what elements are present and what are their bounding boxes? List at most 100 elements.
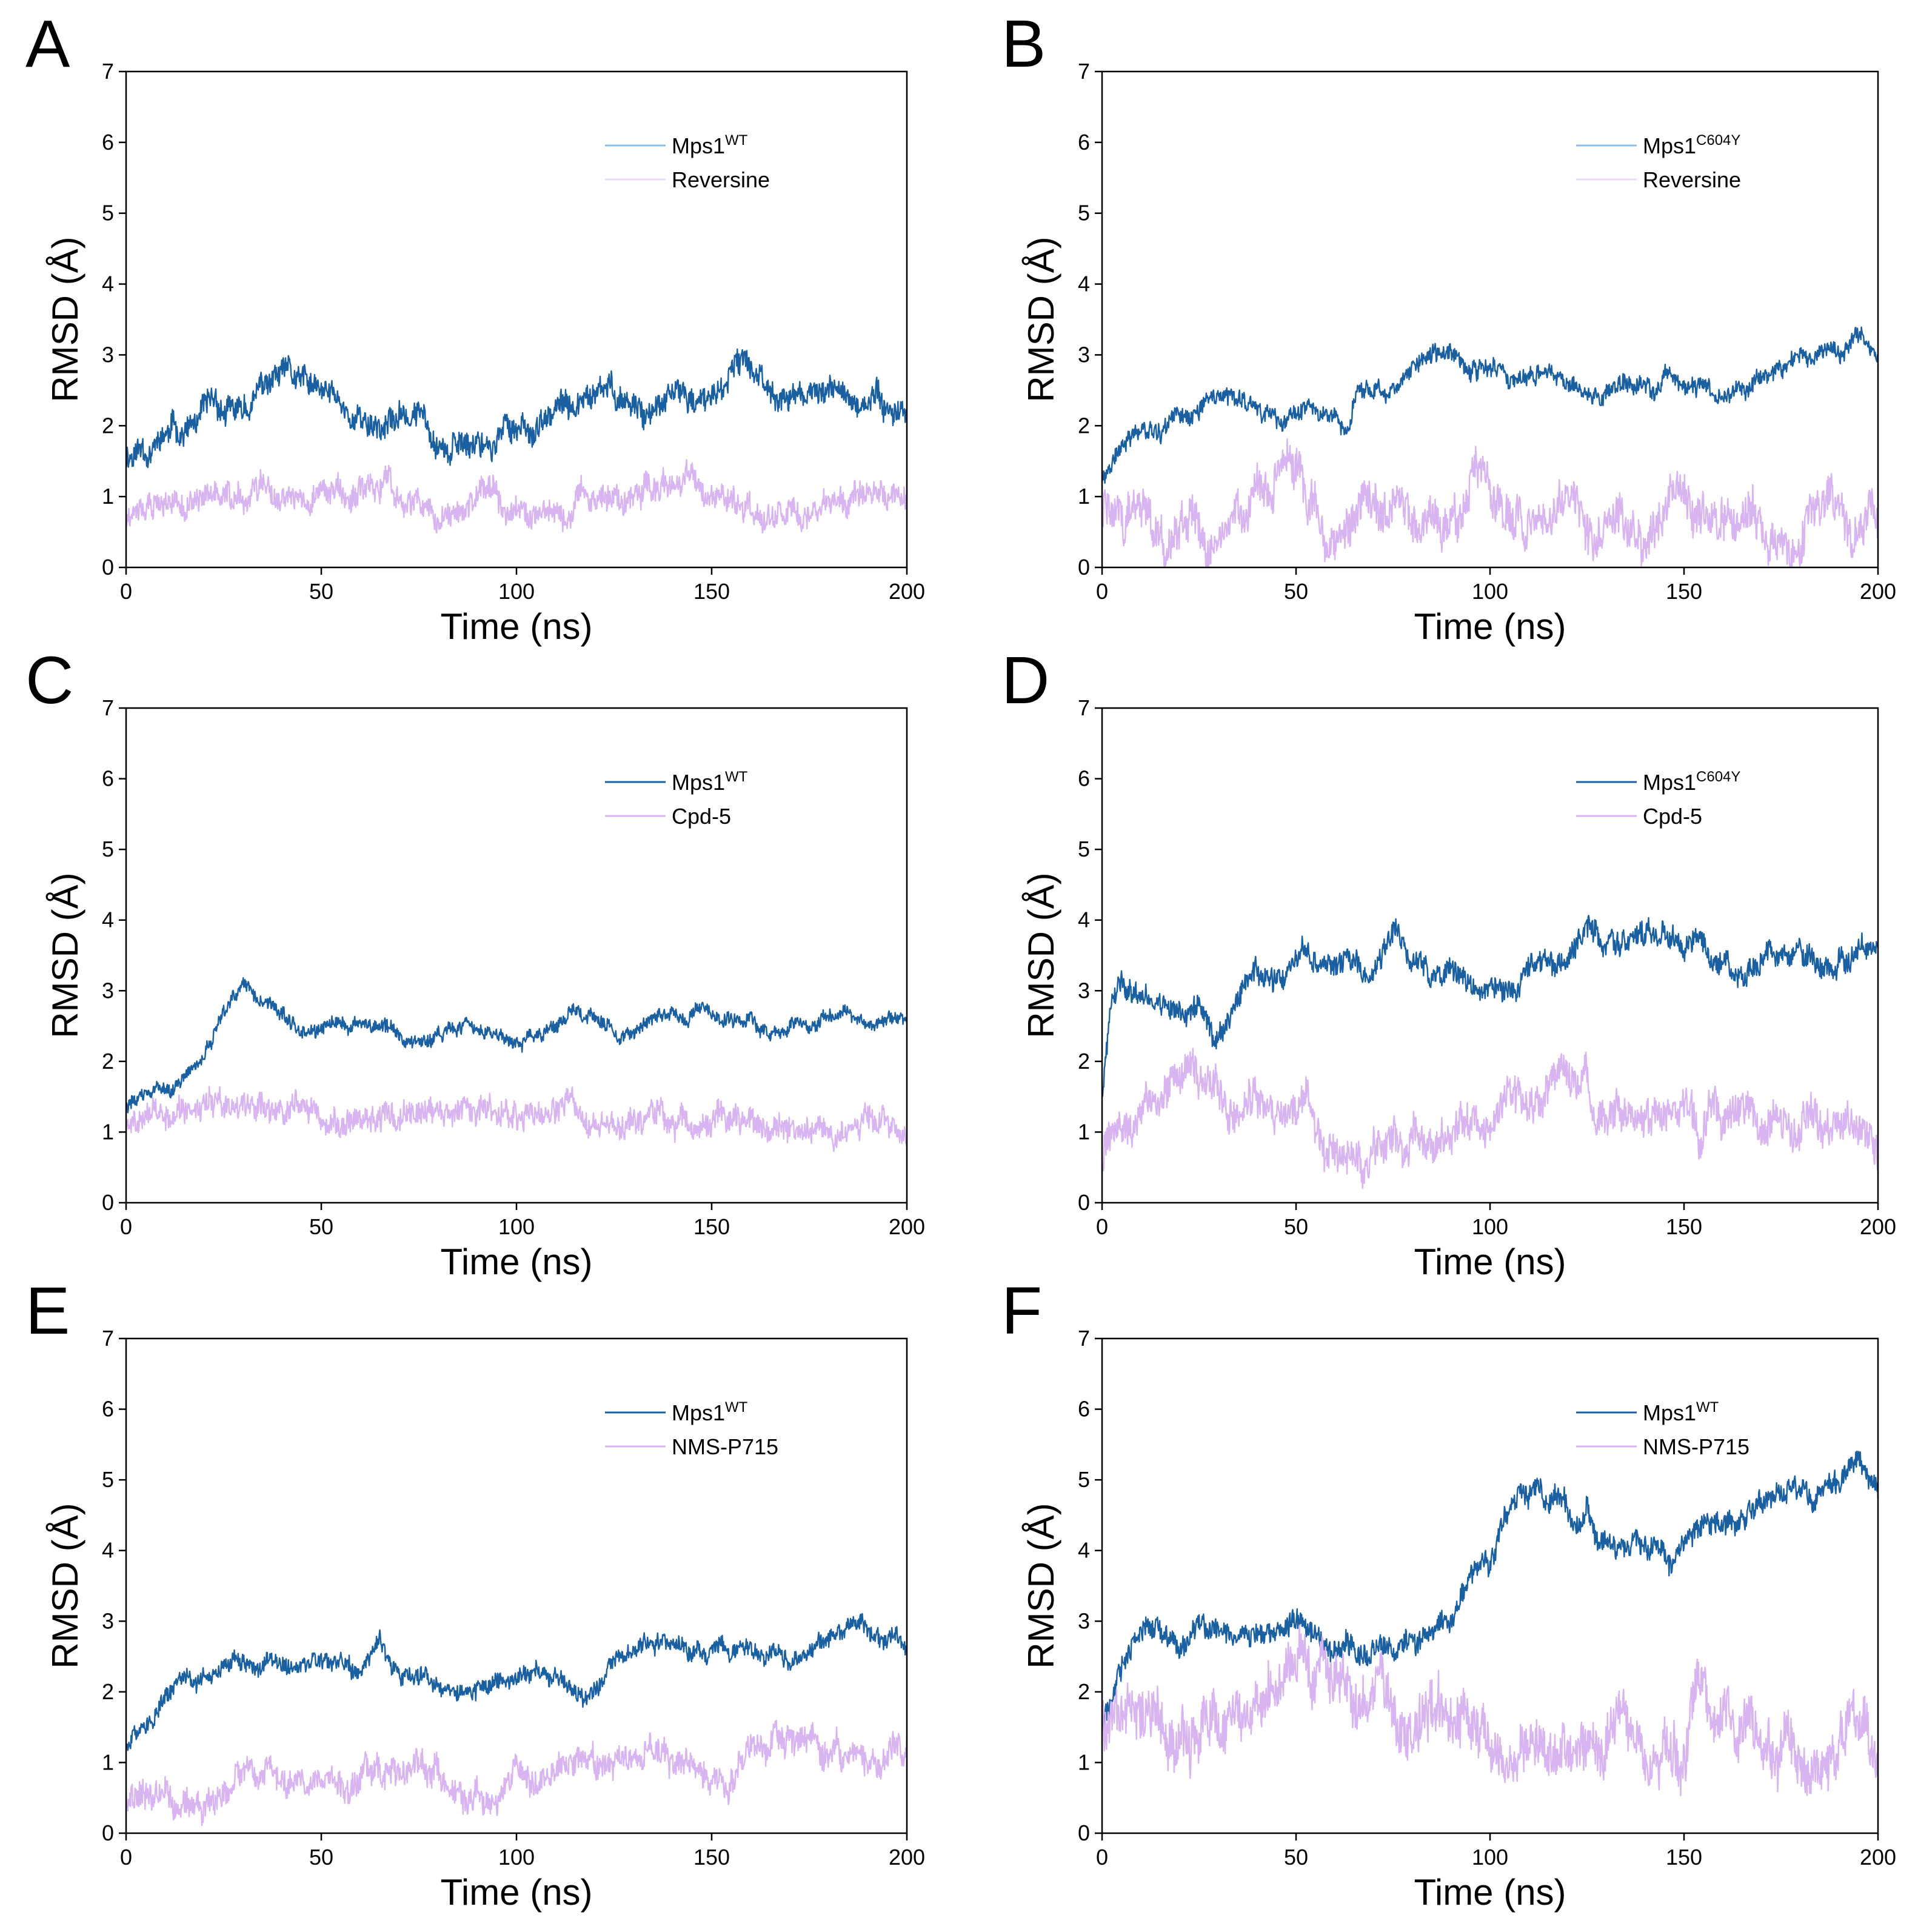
x-tick-label: 150 [1666, 1214, 1702, 1239]
y-tick-label: 2 [1078, 1049, 1090, 1074]
panel-F: F 0 1 2 3 4 5 6 7 0 50 100 150 200 Time (ns) RMSD (Å) Mp… [1001, 1274, 1896, 1913]
y-tick-label: 2 [102, 1679, 114, 1704]
series-line-protein [1101, 915, 1879, 1097]
legend-name: Mps1 [672, 133, 725, 158]
y-tick-label: 6 [1078, 1397, 1090, 1422]
panel-letter: F [1001, 1274, 1042, 1348]
x-axis-label: Time (ns) [1414, 1242, 1566, 1282]
y-tick-label: 4 [102, 908, 114, 932]
series-line-ligand [1101, 1048, 1879, 1189]
x-tick-label: 50 [309, 1845, 333, 1870]
x-tick-label: 150 [693, 1845, 730, 1870]
legend-label: Mps1WT [672, 769, 748, 795]
y-tick-label: 7 [102, 695, 114, 720]
y-axis-label: RMSD (Å) [45, 872, 85, 1038]
y-tick-label: 4 [102, 1538, 114, 1563]
y-axis-label: RMSD (Å) [1021, 1503, 1061, 1668]
x-tick-label: 100 [1472, 1845, 1508, 1870]
panel-letter: B [1001, 7, 1046, 81]
y-tick-label: 5 [102, 1467, 114, 1492]
legend-name: Reversine [672, 167, 770, 192]
x-tick-label: 200 [1860, 1214, 1896, 1239]
y-tick-label: 3 [1078, 978, 1090, 1003]
series-line-protein [1101, 1450, 1879, 1728]
y-axis-label: RMSD (Å) [1021, 872, 1061, 1038]
series-line-ligand [125, 1086, 908, 1152]
legend-label: Cpd-5 [1643, 804, 1702, 829]
panel-letter: C [25, 643, 73, 718]
y-tick-label: 5 [1078, 1467, 1090, 1492]
y-tick-label: 2 [102, 1049, 114, 1074]
x-tick-label: 150 [693, 1214, 730, 1239]
legend-label: Mps1WT [1643, 1399, 1719, 1425]
legend-label: NMS-P715 [1643, 1434, 1749, 1459]
y-tick-label: 1 [1078, 1750, 1090, 1774]
y-tick-label: 0 [102, 555, 114, 580]
x-axis-label: Time (ns) [440, 606, 592, 647]
y-tick-label: 4 [1078, 272, 1090, 296]
y-tick-label: 2 [1078, 413, 1090, 438]
legend-superscript: WT [725, 769, 748, 785]
y-tick-label: 6 [102, 766, 114, 791]
series-line-ligand [1101, 1624, 1879, 1797]
y-tick-label: 3 [102, 342, 114, 367]
legend-superscript: WT [725, 132, 748, 149]
x-tick-label: 50 [1284, 1845, 1308, 1870]
x-tick-label: 50 [1284, 1214, 1308, 1239]
y-tick-label: 5 [1078, 837, 1090, 861]
series-line-ligand [125, 459, 908, 534]
panel-letter: E [25, 1274, 70, 1348]
y-tick-label: 5 [102, 837, 114, 861]
x-tick-label: 0 [1096, 1214, 1108, 1239]
panel-letter: A [25, 7, 70, 81]
x-tick-label: 200 [889, 579, 925, 604]
series-line-protein [1101, 326, 1879, 484]
y-tick-label: 0 [1078, 1820, 1090, 1845]
x-tick-label: 200 [889, 1845, 925, 1870]
y-tick-label: 1 [102, 1750, 114, 1774]
y-axis-label: RMSD (Å) [45, 236, 85, 402]
x-tick-label: 150 [1666, 1845, 1702, 1870]
legend-name: NMS-P715 [672, 1434, 778, 1459]
legend-superscript: WT [1696, 1399, 1719, 1416]
y-tick-label: 4 [1078, 908, 1090, 932]
x-tick-label: 0 [1096, 579, 1108, 604]
panel-D: D 0 1 2 3 4 5 6 7 0 50 100 150 200 Time (ns) RMSD (Å) Mp… [1001, 643, 1896, 1282]
x-tick-label: 200 [1860, 579, 1896, 604]
series-line-protein [125, 977, 908, 1114]
y-tick-label: 2 [102, 413, 114, 438]
x-axis-label: Time (ns) [1414, 1872, 1566, 1913]
legend-name: Cpd-5 [1643, 804, 1702, 829]
y-tick-label: 1 [102, 1119, 114, 1144]
y-tick-label: 0 [1078, 1190, 1090, 1215]
legend-name: Mps1 [672, 770, 725, 795]
legend-label: Mps1WT [672, 132, 748, 158]
legend-label: NMS-P715 [672, 1434, 778, 1459]
x-axis-label: Time (ns) [1414, 606, 1566, 647]
y-axis-label: RMSD (Å) [1021, 236, 1061, 402]
series-line-ligand [1101, 438, 1879, 567]
y-tick-label: 7 [102, 59, 114, 84]
plot-frame [125, 70, 908, 569]
x-tick-label: 0 [120, 1214, 132, 1239]
legend-label: Reversine [672, 167, 770, 192]
y-tick-label: 0 [102, 1190, 114, 1215]
y-tick-label: 7 [1078, 695, 1090, 720]
y-tick-label: 6 [102, 1397, 114, 1422]
legend-name: Mps1 [1643, 770, 1696, 795]
legend-name: Mps1 [1643, 133, 1696, 158]
y-tick-label: 2 [1078, 1679, 1090, 1704]
x-tick-label: 0 [120, 579, 132, 604]
panel-letter: D [1001, 643, 1049, 718]
y-tick-label: 1 [1078, 1119, 1090, 1144]
panel-A: A 0 1 2 3 4 5 6 7 0 50 100 150 200 Time (ns) RMSD (Å) Mp… [25, 7, 925, 647]
x-tick-label: 150 [693, 579, 730, 604]
legend-label: Reversine [1643, 167, 1741, 192]
y-tick-label: 6 [1078, 130, 1090, 155]
panel-C: C 0 1 2 3 4 5 6 7 0 50 100 150 200 Time (ns) RMSD (Å) Mp… [25, 643, 925, 1282]
y-tick-label: 0 [1078, 555, 1090, 580]
legend-name: NMS-P715 [1643, 1434, 1749, 1459]
legend-name: Reversine [1643, 167, 1741, 192]
y-tick-label: 7 [102, 1326, 114, 1351]
series-line-ligand [125, 1719, 908, 1827]
